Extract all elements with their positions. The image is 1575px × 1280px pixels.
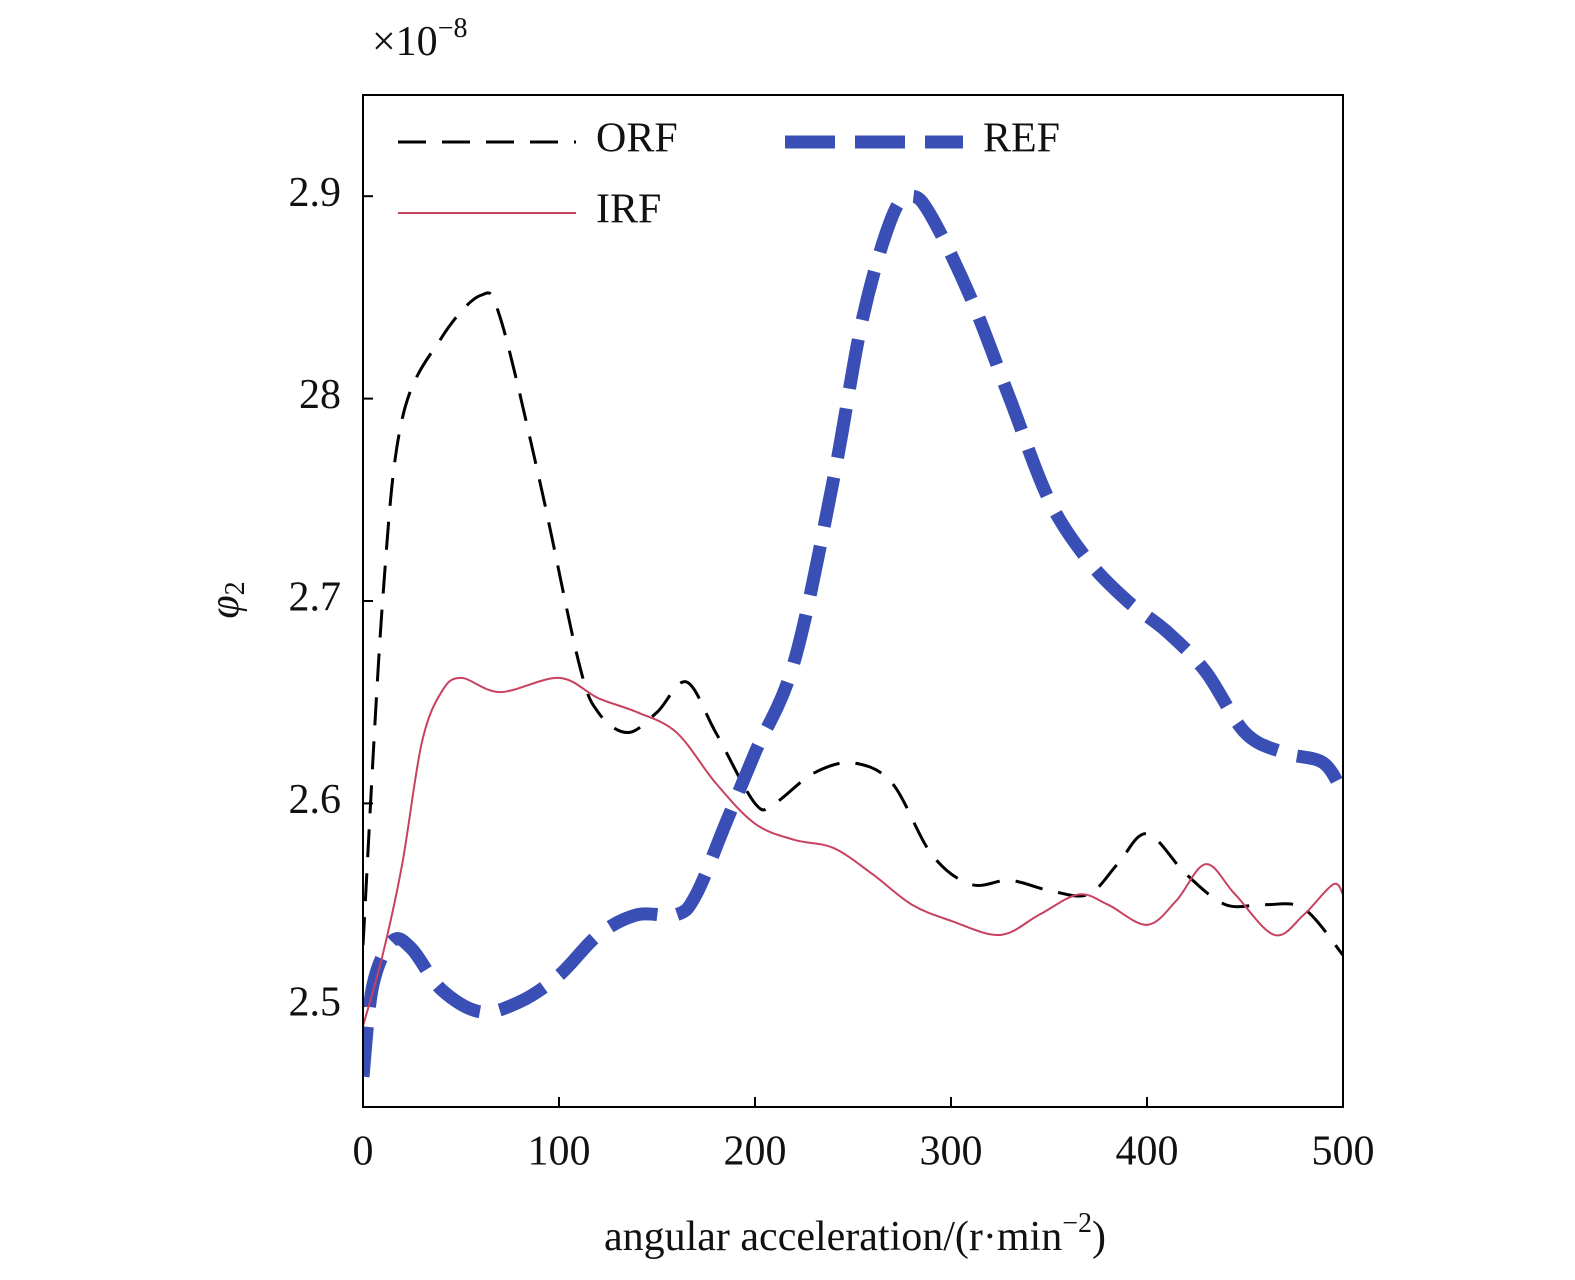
y-axis-label: φ2 <box>202 581 252 618</box>
x-tick-label: 400 <box>1116 1129 1179 1175</box>
legend-label: IRF <box>596 187 661 233</box>
y-tick-label: 2.5 <box>289 979 342 1025</box>
x-tick-label: 100 <box>528 1129 591 1175</box>
y-tick-label: 2.7 <box>289 575 342 621</box>
x-tick-label: 200 <box>724 1129 787 1175</box>
legend-label: ORF <box>596 116 678 162</box>
x-tick-label: 0 <box>353 1129 374 1175</box>
multiplier-base: ×10 <box>372 19 438 65</box>
plot-frame <box>362 94 1344 1108</box>
y-tick-label: 28 <box>299 372 341 418</box>
x-label-main: angular acceleration/(r·min <box>604 1214 1062 1260</box>
series-line <box>363 189 1343 1078</box>
series-line <box>363 676 1343 1027</box>
series-line <box>363 291 1343 957</box>
y-multiplier: ×10−8 <box>372 13 467 64</box>
x-label-end: ) <box>1092 1214 1106 1260</box>
x-axis-label: angular acceleration/(r·min−2) <box>604 1208 1106 1259</box>
x-tick-label: 500 <box>1312 1129 1375 1175</box>
y-label-sub: 2 <box>220 581 251 595</box>
y-tick-label: 2.9 <box>289 170 342 216</box>
y-tick-label: 2.6 <box>289 777 342 823</box>
legend-label: REF <box>983 116 1060 162</box>
x-label-sup: −2 <box>1062 1208 1092 1239</box>
y-label-main: φ <box>202 595 248 618</box>
x-tick-label: 300 <box>920 1129 983 1175</box>
multiplier-sup: −8 <box>438 13 468 44</box>
